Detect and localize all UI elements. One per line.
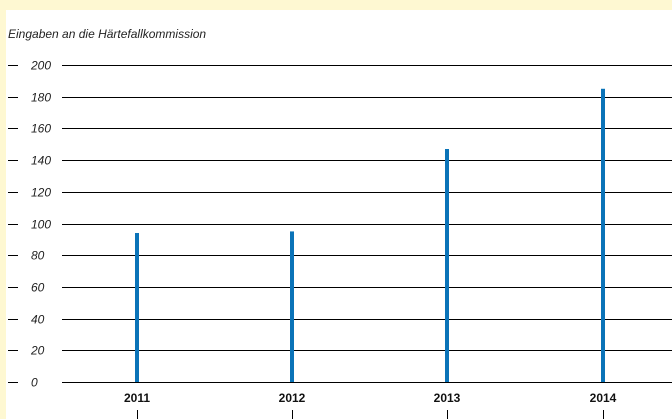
y-tick-label-0: 0: [31, 376, 38, 390]
y-tick-label-120: 120: [31, 186, 51, 200]
y-tick-label-160: 160: [31, 122, 51, 136]
bar-2013: [445, 149, 449, 382]
y-tick-label-60: 60: [31, 281, 45, 295]
x-tick-label-2013: 2013: [434, 391, 461, 405]
y-tick-label-40: 40: [31, 313, 45, 327]
bar-2014: [601, 88, 605, 383]
x-axis-tick-labels: 2011 2012 2013 2014: [124, 391, 617, 419]
bars: [135, 88, 605, 383]
y-axis-tick-labels: 0 20 40 60 80 100 120 140 160 180 200: [30, 59, 51, 390]
y-tick-label-80: 80: [31, 249, 45, 263]
x-tick-label-2012: 2012: [279, 391, 306, 405]
bar-2012: [290, 231, 294, 382]
y-tick-label-20: 20: [30, 344, 45, 358]
x-tick-label-2014: 2014: [590, 391, 617, 405]
grid-lines: [8, 65, 672, 383]
x-tick-label-2011: 2011: [124, 391, 150, 405]
y-tick-label-180: 180: [31, 91, 51, 105]
y-tick-label-140: 140: [31, 154, 51, 168]
y-tick-label-200: 200: [30, 59, 51, 73]
y-tick-label-100: 100: [31, 218, 51, 232]
bar-2011: [135, 233, 139, 382]
chart-title: Eingaben an die Härtefallkommission: [8, 27, 206, 41]
